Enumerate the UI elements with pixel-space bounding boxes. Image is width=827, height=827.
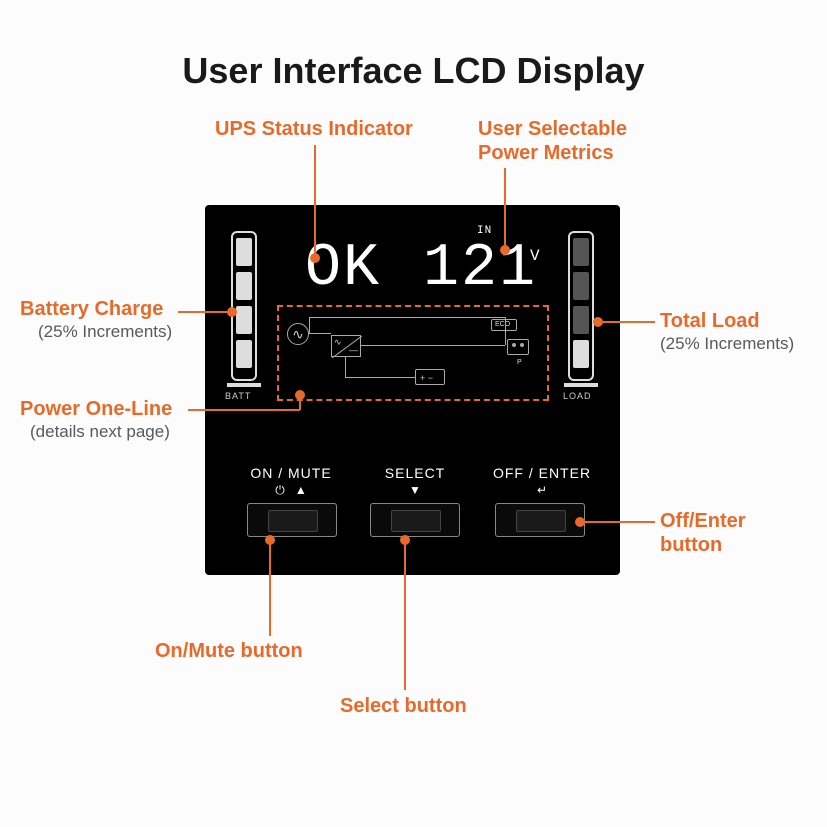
callout-battery-charge-sub: (25% Increments): [38, 322, 172, 342]
metric-unit: V: [530, 247, 542, 265]
callout-power-oneline-sub: (details next page): [30, 422, 170, 442]
oneline-eco: ECO: [491, 319, 517, 331]
oneline-ac-input: ∿: [287, 323, 309, 345]
load-seg-4: [573, 238, 589, 266]
down-arrow-icon: ▼: [409, 483, 421, 497]
load-seg-1: [573, 340, 589, 368]
callout-power-metrics-line2: Power Metrics: [478, 142, 614, 165]
oneline-battery-icon: + −: [415, 369, 445, 385]
oneline-path-3: [345, 357, 346, 377]
page-title: User Interface LCD Display: [0, 50, 827, 92]
callout-total-load-sub: (25% Increments): [660, 334, 794, 354]
oneline-path-2: [361, 345, 505, 346]
on-mute-symbols: ⏻ ▲: [241, 483, 341, 498]
callout-battery-charge: Battery Charge: [20, 298, 163, 321]
oneline-output: [507, 339, 529, 355]
callout-power-metrics-line1: User Selectable: [478, 118, 627, 141]
callout-total-load: Total Load: [660, 310, 760, 333]
oneline-bypass-l: [309, 317, 310, 333]
oneline-bypass-r: [505, 317, 506, 345]
off-enter-caption: OFF / ENTER: [487, 465, 597, 481]
oneline-path-4: [345, 377, 415, 378]
oneline-p-label: P: [517, 359, 522, 366]
callout-select: Select button: [340, 695, 467, 718]
select-symbol: ▼: [365, 483, 465, 497]
lcd-panel: BATT LOAD OK IN 121 V ∿ ∿ — ECO: [205, 205, 620, 575]
oneline-path-1: [309, 333, 331, 334]
load-seg-3: [573, 272, 589, 300]
on-mute-button[interactable]: [247, 503, 337, 537]
callout-on-mute: On/Mute button: [155, 640, 303, 663]
off-enter-button[interactable]: [495, 503, 585, 537]
battery-footer: BATT: [225, 391, 251, 401]
battery-gauge-base: [227, 383, 261, 387]
off-enter-symbol: ↵: [487, 483, 597, 497]
load-gauge-base: [564, 383, 598, 387]
battery-seg-1: [236, 340, 252, 368]
battery-seg-2: [236, 306, 252, 334]
enter-icon: ↵: [537, 483, 547, 497]
status-text: OK: [305, 235, 381, 303]
oneline-inverter: ∿ —: [331, 335, 361, 357]
battery-seg-3: [236, 272, 252, 300]
callout-ups-status: UPS Status Indicator: [215, 118, 413, 141]
select-button[interactable]: [370, 503, 460, 537]
select-caption: SELECT: [365, 465, 465, 481]
battery-seg-4: [236, 238, 252, 266]
callout-off-enter-line1: Off/Enter: [660, 510, 746, 533]
callout-power-oneline: Power One-Line: [20, 398, 172, 421]
power-icon: ⏻: [275, 483, 285, 497]
load-footer: LOAD: [563, 391, 592, 401]
load-seg-2: [573, 306, 589, 334]
up-arrow-icon: ▲: [295, 483, 307, 497]
diagram-canvas: User Interface LCD Display UPS Status In…: [0, 0, 827, 827]
oneline-bypass: [309, 317, 505, 318]
callout-off-enter-line2: button: [660, 534, 722, 557]
metric-value: 121: [423, 235, 537, 303]
on-mute-caption: ON / MUTE: [241, 465, 341, 481]
